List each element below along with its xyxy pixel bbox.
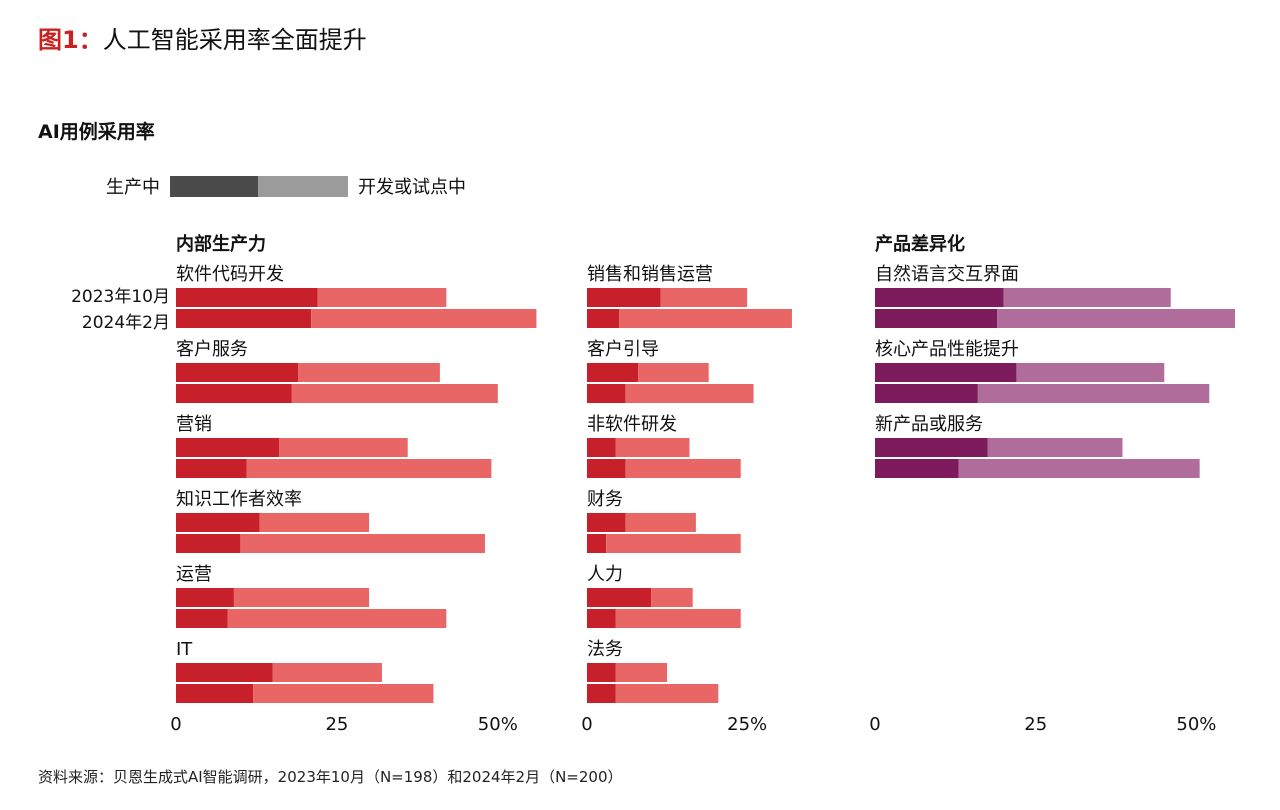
bar-production [875,438,988,457]
bar-pilot [625,459,741,478]
panel-title: 产品差异化 [875,233,965,255]
bar-pilot [291,384,498,403]
bar-pilot [987,438,1123,457]
category-label: 非软件研发 [587,414,677,435]
row-key-2023: 2023年10月 [71,287,170,307]
bar-pilot [625,384,754,403]
bar-pilot [298,363,440,382]
bar-pilot [660,288,748,307]
category-label: 核心产品性能提升 [875,339,1019,360]
bar-pilot [651,588,693,607]
bar-production [587,438,616,457]
category-label: 运营 [176,564,212,585]
bar-pilot [997,309,1235,328]
bar-pilot [615,609,741,628]
category-label: 法务 [587,639,623,660]
bar-production [587,309,620,328]
category-label: IT [176,639,193,660]
bar-pilot [1003,288,1171,307]
bar-pilot [259,513,370,532]
x-tick-label: 50% [1176,714,1216,735]
bar-production [587,384,626,403]
bar-pilot [246,459,492,478]
bar-production [176,588,234,607]
category-label: 新产品或服务 [875,414,983,435]
bar-pilot [615,438,690,457]
bar-production [587,288,661,307]
category-label: 知识工作者效率 [176,489,302,510]
bar-pilot [317,288,447,307]
bar-pilot [233,588,370,607]
bar-pilot [615,684,719,703]
bar-pilot [227,609,447,628]
bar-production [176,309,312,328]
legend-production-swatch [170,175,258,197]
category-label: 销售和销售运营 [587,264,713,285]
x-tick-label: 0 [170,714,181,735]
category-label: 财务 [587,489,623,510]
legend-pilot-label: 开发或试点中 [358,177,466,198]
bar-pilot [240,534,485,553]
legend-production-label: 生产中 [106,177,160,198]
bar-production [587,609,616,628]
bar-production [176,288,318,307]
bar-pilot [638,363,709,382]
bar-pilot [625,513,696,532]
bar-production [176,609,228,628]
bar-pilot [977,384,1210,403]
bar-production [587,663,616,682]
category-label: 人力 [587,564,623,585]
source-note: 资料来源：贝恩生成式AI智能调研，2023年10月（N=198）和2024年2月… [38,768,623,786]
bar-production [587,534,607,553]
bar-production [587,684,616,703]
legend: 生产中 开发或试点中 [106,174,466,198]
category-label: 软件代码开发 [176,264,284,285]
bar-production [587,513,626,532]
x-tick-label: 0 [581,714,592,735]
bar-production [176,438,279,457]
bar-production [176,363,299,382]
bar-pilot [606,534,741,553]
bar-pilot [253,684,434,703]
bar-production [587,363,639,382]
figure-title-text: 人工智能采用率全面提升 [102,26,367,54]
bar-production [176,684,254,703]
bar-pilot [278,438,408,457]
bar-pilot [615,663,668,682]
category-label: 客户服务 [176,339,248,360]
bar-production [176,663,273,682]
bar-production [875,459,959,478]
x-tick-label: 50% [478,714,518,735]
category-label: 客户引导 [587,339,659,360]
chart-subtitle: AI用例采用率 [38,121,155,143]
bar-production [875,363,1017,382]
bar-production [176,534,241,553]
legend-pilot-swatch [258,175,348,197]
bar-production [875,288,1004,307]
bar-pilot [272,663,382,682]
bar-production [176,459,247,478]
category-label: 自然语言交互界面 [875,264,1019,285]
row-key-2024: 2024年2月 [81,313,170,333]
bar-pilot [311,309,537,328]
figure-number: 图1： [38,26,103,54]
x-tick-label: 25 [325,714,348,735]
panel-title: 内部生产力 [176,233,266,255]
bar-production [587,588,652,607]
bar-pilot [1016,363,1165,382]
figure-title: 图1：人工智能采用率全面提升 [38,20,367,55]
bar-pilot [619,309,792,328]
bar-production [875,384,978,403]
bar-production [587,459,626,478]
bar-production [176,513,260,532]
x-tick-label: 25% [727,714,767,735]
bar-production [875,309,998,328]
bar-pilot [958,459,1200,478]
bar-production [176,384,292,403]
x-tick-label: 25 [1024,714,1047,735]
x-tick-label: 0 [869,714,880,735]
category-label: 营销 [176,414,212,435]
